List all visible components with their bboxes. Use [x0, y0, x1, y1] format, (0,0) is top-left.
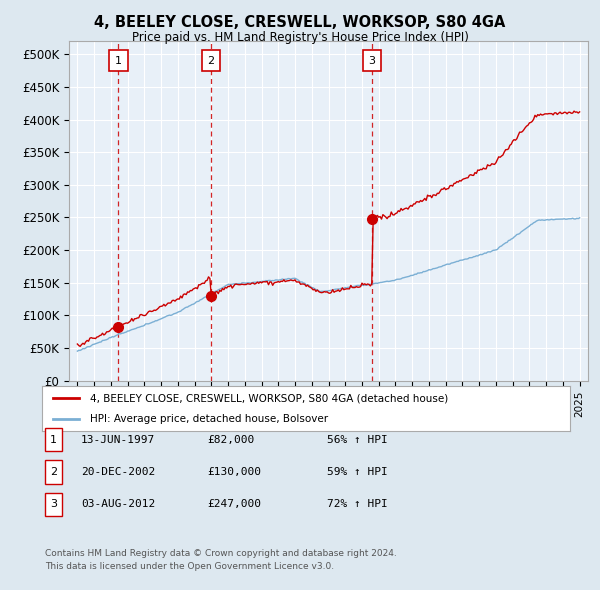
Text: This data is licensed under the Open Government Licence v3.0.: This data is licensed under the Open Gov… — [45, 562, 334, 571]
Text: £247,000: £247,000 — [207, 500, 261, 509]
Text: 4, BEELEY CLOSE, CRESWELL, WORKSOP, S80 4GA: 4, BEELEY CLOSE, CRESWELL, WORKSOP, S80 … — [94, 15, 506, 30]
Text: HPI: Average price, detached house, Bolsover: HPI: Average price, detached house, Bols… — [89, 414, 328, 424]
FancyBboxPatch shape — [202, 50, 220, 71]
Text: 1: 1 — [50, 435, 57, 444]
Text: Contains HM Land Registry data © Crown copyright and database right 2024.: Contains HM Land Registry data © Crown c… — [45, 549, 397, 558]
Text: 56% ↑ HPI: 56% ↑ HPI — [327, 435, 388, 444]
Text: 59% ↑ HPI: 59% ↑ HPI — [327, 467, 388, 477]
Text: £130,000: £130,000 — [207, 467, 261, 477]
Text: 2: 2 — [50, 467, 57, 477]
Text: 72% ↑ HPI: 72% ↑ HPI — [327, 500, 388, 509]
Text: 20-DEC-2002: 20-DEC-2002 — [81, 467, 155, 477]
Text: 3: 3 — [50, 500, 57, 509]
Text: Price paid vs. HM Land Registry's House Price Index (HPI): Price paid vs. HM Land Registry's House … — [131, 31, 469, 44]
Text: 13-JUN-1997: 13-JUN-1997 — [81, 435, 155, 444]
Text: 3: 3 — [368, 56, 376, 66]
FancyBboxPatch shape — [362, 50, 381, 71]
Text: 4, BEELEY CLOSE, CRESWELL, WORKSOP, S80 4GA (detached house): 4, BEELEY CLOSE, CRESWELL, WORKSOP, S80 … — [89, 394, 448, 404]
Text: 2: 2 — [207, 56, 214, 66]
Text: 1: 1 — [115, 56, 122, 66]
Text: £82,000: £82,000 — [207, 435, 254, 444]
Text: 03-AUG-2012: 03-AUG-2012 — [81, 500, 155, 509]
FancyBboxPatch shape — [109, 50, 128, 71]
